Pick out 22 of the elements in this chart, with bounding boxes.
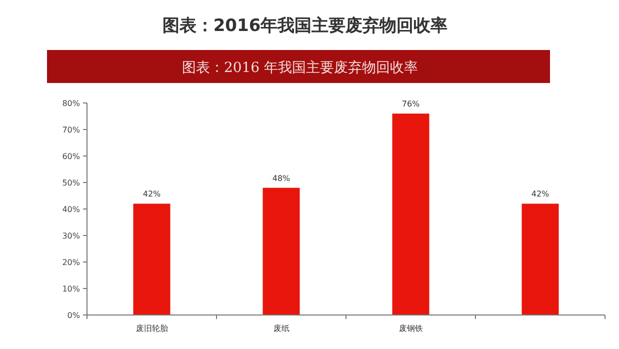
y-tick-label: 40% — [62, 205, 80, 214]
y-tick-label: 30% — [62, 232, 80, 240]
bar — [262, 188, 300, 315]
y-tick-label: 20% — [62, 258, 80, 267]
x-tick-label: 废钢铁 — [398, 324, 423, 333]
y-tick-label: 70% — [62, 126, 80, 134]
data-label: 42% — [531, 190, 550, 199]
y-tick-label: 50% — [62, 178, 80, 188]
y-tick-label: 0% — [67, 311, 80, 320]
y-tick-label: 80% — [62, 99, 80, 108]
bar — [392, 114, 430, 315]
x-tick-label: 废纸 — [273, 324, 290, 333]
bar — [133, 204, 170, 315]
x-tick-label: 废旧轮胎 — [136, 324, 168, 333]
data-label: 48% — [272, 174, 291, 183]
bar — [522, 204, 559, 315]
data-label: 42% — [142, 190, 162, 199]
chart-subtitle: 图表：2016 年我国主要废弃物回收率 — [182, 60, 418, 76]
y-tick-label: 10% — [62, 284, 80, 294]
y-tick-label: 60% — [62, 152, 80, 161]
data-label: 76% — [402, 100, 420, 109]
chart-title: 图表：2016年我国主要废弃物回收率 — [162, 15, 448, 36]
